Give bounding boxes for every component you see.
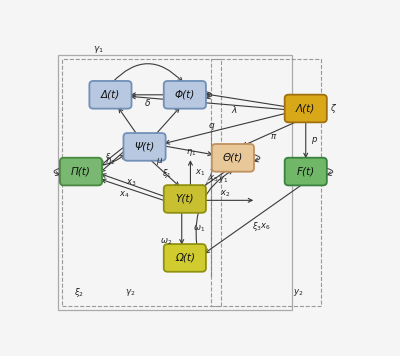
Text: $\omega_2$: $\omega_2$ [160, 236, 172, 247]
Text: $x_2$: $x_2$ [220, 189, 230, 199]
Bar [62, 59, 220, 306]
Text: $x_5$: $x_5$ [208, 174, 219, 184]
Text: $x_4$: $x_4$ [119, 190, 130, 200]
Text: Λ(t): Λ(t) [296, 104, 315, 114]
Text: $p$: $p$ [311, 135, 318, 146]
Text: $\eta_1$: $\eta_1$ [186, 147, 196, 158]
Text: Θ(t): Θ(t) [223, 153, 243, 163]
Text: Π(t): Π(t) [71, 167, 91, 177]
Text: $x_6$: $x_6$ [260, 221, 271, 232]
Bar [58, 55, 292, 310]
Text: $\xi_1$: $\xi_1$ [162, 167, 172, 180]
FancyBboxPatch shape [285, 158, 327, 185]
Bar [211, 59, 321, 306]
Text: $\varepsilon$: $\varepsilon$ [105, 151, 111, 159]
Text: F(t): F(t) [297, 167, 315, 177]
Text: $\gamma_2$: $\gamma_2$ [126, 287, 136, 298]
FancyBboxPatch shape [60, 158, 102, 185]
FancyBboxPatch shape [212, 144, 254, 172]
Text: $\xi_3$: $\xi_3$ [252, 220, 262, 233]
FancyBboxPatch shape [164, 185, 206, 213]
Text: $\mu$: $\mu$ [156, 157, 163, 167]
Text: Φ(t): Φ(t) [175, 90, 195, 100]
Text: $y_2$: $y_2$ [293, 287, 303, 298]
Text: Ω(t): Ω(t) [175, 253, 195, 263]
FancyBboxPatch shape [164, 244, 206, 272]
Text: $\xi_2$: $\xi_2$ [74, 286, 84, 299]
Text: $q$: $q$ [208, 121, 215, 132]
Text: $x_3$: $x_3$ [126, 178, 136, 188]
Text: $\gamma_1$: $\gamma_1$ [93, 44, 104, 55]
FancyBboxPatch shape [164, 81, 206, 109]
Text: $\zeta$: $\zeta$ [330, 102, 337, 115]
Text: $\delta$: $\delta$ [144, 97, 151, 108]
Text: Ψ(t): Ψ(t) [134, 142, 155, 152]
Text: $\pi$: $\pi$ [270, 132, 277, 141]
Text: $x_1$: $x_1$ [195, 168, 206, 178]
FancyBboxPatch shape [124, 133, 166, 161]
FancyBboxPatch shape [89, 81, 132, 109]
Text: $\lambda$: $\lambda$ [231, 104, 238, 115]
FancyBboxPatch shape [285, 95, 327, 122]
Text: Υ(t): Υ(t) [176, 194, 194, 204]
Text: $\eta_2$: $\eta_2$ [105, 157, 116, 167]
Text: $y_1$: $y_1$ [218, 174, 229, 185]
Text: $\omega_1$: $\omega_1$ [193, 223, 205, 234]
Text: Δ(t): Δ(t) [101, 90, 120, 100]
